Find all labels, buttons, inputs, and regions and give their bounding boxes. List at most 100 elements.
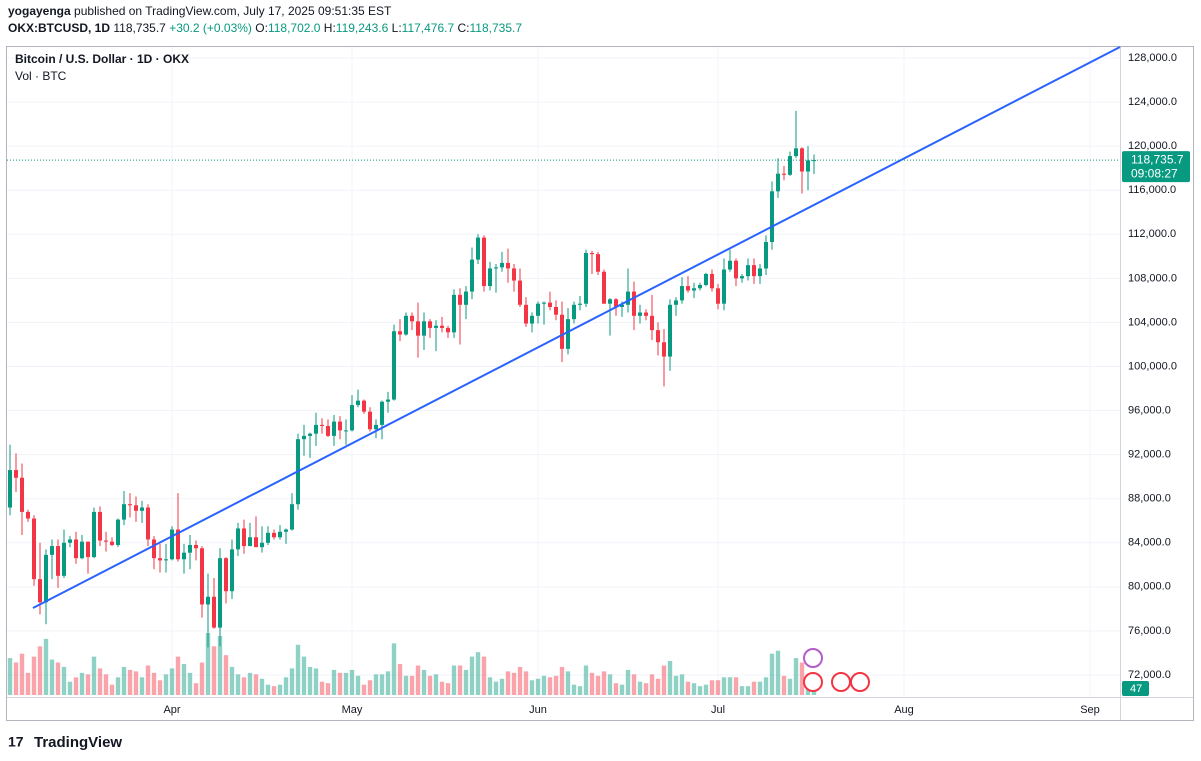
candle-body [560,314,564,349]
x-tick-label: Aug [894,704,914,716]
volume-bar [325,683,331,695]
candle-body [776,173,780,192]
candle-body [170,529,174,560]
volume-bar [361,684,367,695]
event-icon[interactable] [850,672,870,692]
candle-body [578,303,582,305]
y-tick-label: 84,000.0 [1128,537,1171,549]
volume-bar [787,678,793,695]
h-label: H: [324,21,336,35]
x-tick-label: Apr [163,704,180,716]
volume-bar [379,674,385,695]
y-tick-label: 100,000.0 [1128,360,1177,372]
candle-body [590,253,594,255]
candle-body [56,546,60,576]
volume-bar [691,683,697,695]
candle-body [44,554,48,603]
change: +30.2 (+0.03%) [169,21,252,35]
byline: yogayenga published on TradingView.com, … [8,4,392,18]
volume-bar [97,668,103,695]
y-tick-label: 128,000.0 [1128,52,1177,64]
candle-body [680,286,684,301]
volume-bar [397,664,403,695]
volume-bar [295,644,301,695]
candle-body [482,237,486,287]
l-label: L: [392,21,402,35]
trend-line[interactable] [32,46,1121,609]
price-tag-countdown: 09:08:27 [1131,166,1178,180]
o-label: O: [255,21,268,35]
candle-body [290,504,294,530]
candle-body [530,315,534,324]
volume-bar [373,674,379,695]
candle-body [668,304,672,357]
candle-body [398,331,402,335]
volume-bar [277,684,283,695]
candle-body [512,268,516,281]
volume-bar [265,684,271,695]
volume-bar [31,656,37,695]
volume-bar [241,677,247,695]
candle-body [542,302,546,304]
volume-bar [619,684,625,695]
volume-bar [475,652,481,695]
volume-bar [37,646,43,695]
volume-bar [451,665,457,695]
volume-bar [625,669,631,695]
y-tick-label: 112,000.0 [1128,228,1176,240]
volume-bar [793,658,799,695]
o-value: 118,702.0 [268,21,321,35]
l-value: 117,476.7 [402,21,455,35]
volume-bar [547,677,553,695]
candle-body [794,148,798,157]
volume-bar [601,671,607,695]
candle-body [50,546,54,555]
y-tick-label: 104,000.0 [1128,316,1177,328]
candle-body [764,242,768,269]
candle-body [692,288,696,291]
candle-body [14,470,18,478]
volume-bar [61,666,67,695]
event-icon[interactable] [803,648,823,668]
candle-body [164,559,168,561]
candle-body [218,558,222,628]
event-icon[interactable] [803,672,823,692]
candle-body [752,265,756,277]
published: published on TradingView.com, July 17, 2… [74,4,392,18]
volume-bar [511,672,517,695]
candle-body [332,421,336,436]
candle-body [338,421,342,431]
volume-bar [19,653,25,695]
candle-body [242,528,246,547]
volume-bar [457,665,463,695]
volume-bar [79,672,85,695]
candle-body [596,254,600,272]
volume-bar [55,662,61,695]
candle-body [656,330,660,343]
volume-bar [589,672,595,695]
candle-body [644,312,648,316]
volume-bar [343,672,349,695]
volume-bar [319,681,325,695]
last: 118,735.7 [113,21,166,35]
volume-bar [577,686,583,695]
volume-bar [43,638,49,695]
candle-body [734,260,738,279]
volume-bar [409,675,415,695]
volume-bar [583,665,589,695]
event-icon[interactable] [831,672,851,692]
volume-bar [739,686,745,695]
candle-body [488,268,492,287]
candle-body [602,271,606,304]
candle-body [32,518,36,580]
candle-body [314,424,318,434]
volume-bar [355,675,361,695]
volume-bar [331,669,337,695]
volume-bar [253,674,259,695]
candle-body [86,541,90,558]
y-tick-label: 92,000.0 [1128,449,1171,461]
candle-body [554,307,558,315]
volume-bar [655,678,661,695]
candle-body [92,511,96,558]
volume-bar [127,669,133,695]
